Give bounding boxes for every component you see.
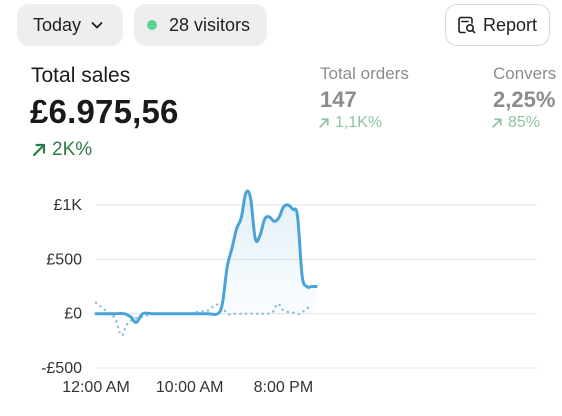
y-tick-label: -£500 <box>41 360 82 377</box>
period-label: Today <box>33 14 82 35</box>
live-dot-icon <box>147 20 157 30</box>
total-orders-label: Total orders <box>320 64 409 83</box>
conversion-value: 2,25% <box>493 87 556 112</box>
y-tick-label: £0 <box>64 306 82 323</box>
report-button[interactable]: Report <box>445 4 550 46</box>
x-tick-label: 12:00 AM <box>62 379 130 396</box>
y-tick-label: £1K <box>54 197 83 214</box>
arrow-up-right-icon <box>31 142 47 158</box>
sales-line-chart: £1K £500 £0 -£500 12:00 AM 10:00 AM 8:00 PM <box>41 189 537 396</box>
chevron-down-icon <box>90 18 104 32</box>
conversion-change-value: 85% <box>508 114 541 131</box>
arrow-up-right-icon <box>491 117 503 129</box>
total-sales-change-value: 2K% <box>52 139 93 160</box>
total-orders-change-value: 1,1K% <box>335 114 383 131</box>
total-sales-change: 2K% <box>31 139 92 161</box>
conversion-change: 85% <box>491 114 540 132</box>
live-visitors-button[interactable]: 28 visitors <box>134 4 267 46</box>
total-sales-label: Total sales <box>31 64 131 87</box>
sales-chart[interactable]: £1K £500 £0 -£500 12:00 AM 10:00 AM 8:00 PM <box>0 180 562 416</box>
series-area-fill <box>96 191 317 323</box>
total-orders-change: 1,1K% <box>318 114 382 132</box>
sales-series-line <box>94 189 318 324</box>
period-selector[interactable]: Today <box>17 4 123 46</box>
conversion-label: Convers <box>493 64 557 83</box>
report-label: Report <box>483 14 538 35</box>
arrow-up-right-icon <box>318 117 330 129</box>
total-sales-value: £6.975,56 <box>30 93 179 130</box>
total-orders-value: 147 <box>320 87 357 112</box>
x-tick-label: 8:00 PM <box>254 379 314 396</box>
report-search-icon <box>457 15 477 35</box>
x-tick-label: 10:00 AM <box>156 379 224 396</box>
visitors-count: 28 visitors <box>169 14 251 35</box>
y-tick-label: £500 <box>46 251 82 268</box>
